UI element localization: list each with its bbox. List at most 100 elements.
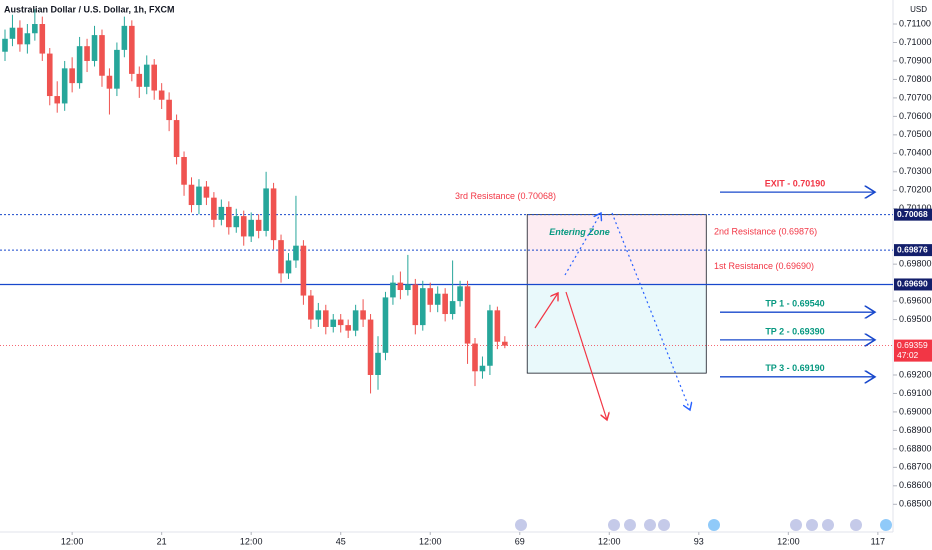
y-tick-label: 0.70400 [899, 148, 932, 158]
y-tick-label: 0.68700 [899, 462, 932, 472]
candle-body [24, 33, 31, 45]
y-tick-label: 0.70700 [899, 92, 932, 102]
candle-body [39, 24, 46, 54]
y-tick-label: 0.69800 [899, 259, 932, 269]
event-icon [822, 519, 834, 531]
candle-body [330, 319, 337, 327]
candle-body [502, 341, 508, 346]
event-icon [515, 519, 527, 531]
level-axis-label: 0.69876 [897, 244, 928, 254]
candle-body [158, 90, 165, 100]
y-tick-label: 0.71000 [899, 37, 932, 47]
candle-body [442, 293, 448, 315]
event-icon [850, 519, 862, 531]
candle-body [464, 286, 471, 344]
zone [526, 214, 707, 285]
candle-body [494, 310, 501, 342]
path-down [611, 212, 690, 410]
y-tick-label: 0.69000 [899, 406, 932, 416]
candle-body [315, 310, 322, 320]
candle-body [173, 120, 180, 158]
zones: Entering Zone [526, 214, 707, 374]
event-icon [708, 519, 720, 531]
zone [526, 284, 707, 374]
candle-body [337, 319, 344, 326]
candle-body [270, 188, 277, 241]
candle-body [99, 35, 105, 76]
target-label: TP 2 - 0.69390 [765, 326, 824, 336]
x-tick-label: 12:00 [419, 536, 442, 546]
candle-body [472, 343, 478, 372]
y-tick-label: 0.69100 [899, 388, 932, 398]
last-price-box [894, 339, 932, 362]
y-tick-label: 0.68800 [899, 443, 932, 453]
candle-body [248, 219, 254, 237]
arrow-up [534, 293, 558, 329]
candle-body [352, 310, 359, 331]
candle-body [360, 310, 366, 320]
candle-body [54, 96, 61, 104]
x-tick-label: 12:00 [240, 536, 263, 546]
y-tick-label: 0.69500 [899, 314, 932, 324]
candle-body [166, 99, 172, 121]
candle-body [434, 293, 441, 305]
event-icon [624, 519, 636, 531]
candle-body [188, 184, 195, 206]
y-tick-label: 0.70300 [899, 166, 932, 176]
last-price-label: 0.69359 [897, 340, 928, 350]
candle-body [17, 27, 23, 45]
candle-body [308, 295, 314, 320]
candle-body [390, 282, 396, 298]
candle-body [240, 216, 247, 237]
y-tick-label: 0.68600 [899, 480, 932, 490]
candle-body [293, 245, 299, 261]
level-name: 1st Resistance (0.69690) [714, 261, 814, 271]
level-name: 2nd Resistance (0.69876) [714, 226, 817, 236]
event-icon [880, 519, 892, 531]
y-tick-label: 0.70200 [899, 185, 932, 195]
candle-body [2, 38, 8, 52]
candle-body [76, 46, 83, 84]
candle-body [136, 73, 143, 87]
candle-body [226, 206, 232, 228]
candle-body [345, 325, 351, 331]
event-icon [658, 519, 670, 531]
arrow-down [565, 291, 607, 420]
x-tick-label: 69 [515, 536, 525, 546]
candle-body [285, 260, 292, 274]
candle-body [61, 68, 68, 104]
level-axis-label: 0.69690 [897, 279, 928, 289]
event-icon [644, 519, 656, 531]
candle-body [278, 240, 284, 274]
axes: 0.71100 0.71000 0.70900 0.70800 0.70700 0.706… [61, 18, 932, 546]
candle-body [121, 25, 128, 50]
candle-body [405, 284, 411, 291]
candle-body [233, 216, 240, 228]
candle-body [322, 310, 329, 327]
x-tick-label: 93 [694, 536, 704, 546]
y-tick-label: 0.69600 [899, 295, 932, 305]
level-axis-box [894, 244, 932, 257]
candles [2, 9, 508, 394]
level-axis-box [894, 278, 932, 291]
candle-body [46, 53, 53, 97]
drawings [515, 213, 892, 531]
candle-body [143, 64, 150, 87]
y-tick-label: 0.70500 [899, 129, 932, 139]
y-tick-label: 0.69200 [899, 369, 932, 379]
x-tick-label: 12:00 [61, 536, 84, 546]
y-tick-label: 0.68900 [899, 425, 932, 435]
level-axis-box [894, 208, 932, 221]
zone-label: Entering Zone [549, 227, 610, 237]
y-tick-label: 0.70800 [899, 74, 932, 84]
levels: 3rd Resistance (0.70068) 2nd Resistance (… [0, 178, 893, 376]
candle-body [151, 64, 158, 91]
event-icon [790, 519, 802, 531]
candle-body [427, 288, 434, 305]
candle-body [203, 186, 210, 198]
chart-title: Australian Dollar / U.S. Dollar, 1h, FXC… [4, 4, 175, 14]
candle-body [218, 206, 225, 220]
target-label: TP 3 - 0.69190 [765, 363, 824, 373]
candle-body [375, 352, 381, 375]
